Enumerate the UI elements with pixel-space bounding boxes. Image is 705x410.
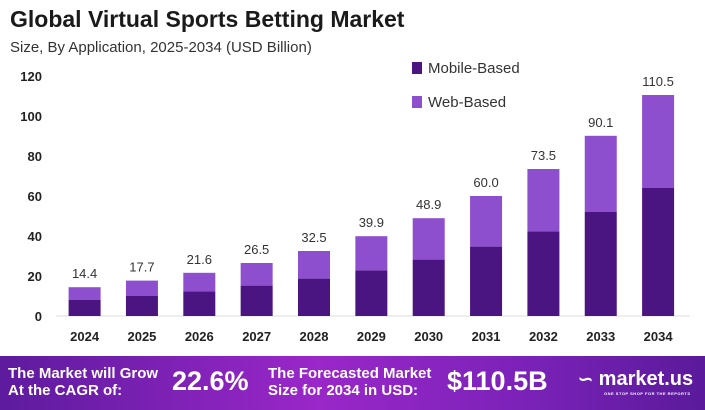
brand-tagline: ONE STOP SHOP FOR THE REPORTS	[604, 391, 691, 396]
x-tick-label: 2027	[242, 329, 271, 344]
bar-web-based-2033	[584, 135, 617, 212]
y-tick-label: 120	[20, 69, 42, 84]
data-label-2025: 17.7	[129, 260, 154, 275]
data-label-2024: 14.4	[72, 266, 97, 281]
brand-logo: ∽ market.us ONE STOP SHOP FOR THE REPORT…	[578, 368, 693, 396]
y-tick-label: 80	[28, 149, 42, 164]
data-label-2029: 39.9	[359, 215, 384, 230]
x-tick-label: 2026	[185, 329, 214, 344]
y-tick-label: 100	[20, 109, 42, 124]
cagr-label-line2: At the CAGR of:	[8, 382, 123, 399]
cagr-label-line1: The Market will Grow	[8, 365, 159, 382]
bar-web-based-2029	[355, 236, 388, 271]
forecast-label: The Forecasted Market Size for 2034 in U…	[268, 365, 431, 399]
bar-web-based-2027	[240, 263, 273, 286]
bar-chart: 0 20 40 60 80 100 120 14.4 2024 17.7 2025 21.6 2026 2…	[20, 60, 690, 344]
x-tick-label: 2032	[529, 329, 558, 344]
y-tick-label: 0	[35, 309, 42, 324]
bar-mobile-based-2030	[412, 259, 445, 316]
bar-mobile-based-2029	[355, 270, 388, 316]
data-label-2027: 26.5	[244, 242, 269, 257]
data-label-2034: 110.5	[642, 74, 674, 89]
bar-mobile-based-2024	[68, 300, 101, 316]
forecast-label-line2: Size for 2034 in USD:	[268, 382, 419, 399]
y-tick-label: 60	[28, 189, 42, 204]
data-label-2032: 73.5	[531, 148, 556, 163]
legend-label: Mobile-Based	[428, 60, 520, 77]
chart-subtitle: Size, By Application, 2025-2034 (USD Bil…	[10, 39, 312, 56]
bar-mobile-based-2031	[470, 246, 503, 316]
x-tick-label: 2029	[357, 329, 386, 344]
bar-mobile-based-2028	[298, 278, 330, 316]
x-tick-label: 2034	[644, 329, 674, 344]
chart-title: Global Virtual Sports Betting Market	[10, 6, 405, 32]
x-tick-label: 2030	[414, 329, 443, 344]
footer-banner: The Market will Grow At the CAGR of: 22.…	[0, 356, 705, 410]
forecast-value: $110.5B	[447, 366, 548, 396]
x-tick-label: 2025	[127, 329, 156, 344]
x-tick-label: 2028	[300, 329, 329, 344]
bar-mobile-based-2027	[240, 285, 273, 316]
legend-swatch-mobile-based	[412, 62, 422, 74]
data-label-2030: 48.9	[416, 197, 441, 212]
y-tick-label: 20	[28, 269, 42, 284]
data-label-2033: 90.1	[588, 115, 613, 130]
bar-mobile-based-2026	[183, 291, 216, 316]
y-tick-label: 40	[28, 229, 42, 244]
x-tick-label: 2033	[586, 329, 615, 344]
x-tick-label: 2024	[70, 329, 100, 344]
brand-logo-icon: ∽	[578, 369, 594, 389]
x-tick-label: 2031	[472, 329, 501, 344]
cagr-label: The Market will Grow At the CAGR of:	[8, 365, 158, 399]
data-label-2028: 32.5	[301, 230, 326, 245]
bar-web-based-2032	[527, 169, 560, 232]
cagr-value: 22.6%	[172, 366, 249, 396]
bar-mobile-based-2032	[527, 231, 560, 316]
legend-label: Web-Based	[428, 94, 506, 111]
bar-web-based-2034	[642, 95, 675, 188]
data-label-2031: 60.0	[473, 175, 498, 190]
legend-swatch-web-based	[412, 96, 422, 108]
bar-mobile-based-2025	[125, 296, 158, 316]
bar-web-based-2024	[68, 287, 101, 300]
bar-web-based-2025	[125, 280, 158, 296]
bar-web-based-2026	[183, 272, 216, 292]
forecast-label-line1: The Forecasted Market	[268, 365, 432, 382]
bar-mobile-based-2034	[642, 188, 675, 316]
bar-web-based-2031	[470, 196, 503, 247]
bar-mobile-based-2033	[584, 212, 617, 316]
data-label-2026: 21.6	[187, 252, 212, 267]
brand-name: market.us	[598, 368, 694, 390]
bar-web-based-2028	[298, 251, 330, 279]
bar-web-based-2030	[412, 218, 445, 260]
